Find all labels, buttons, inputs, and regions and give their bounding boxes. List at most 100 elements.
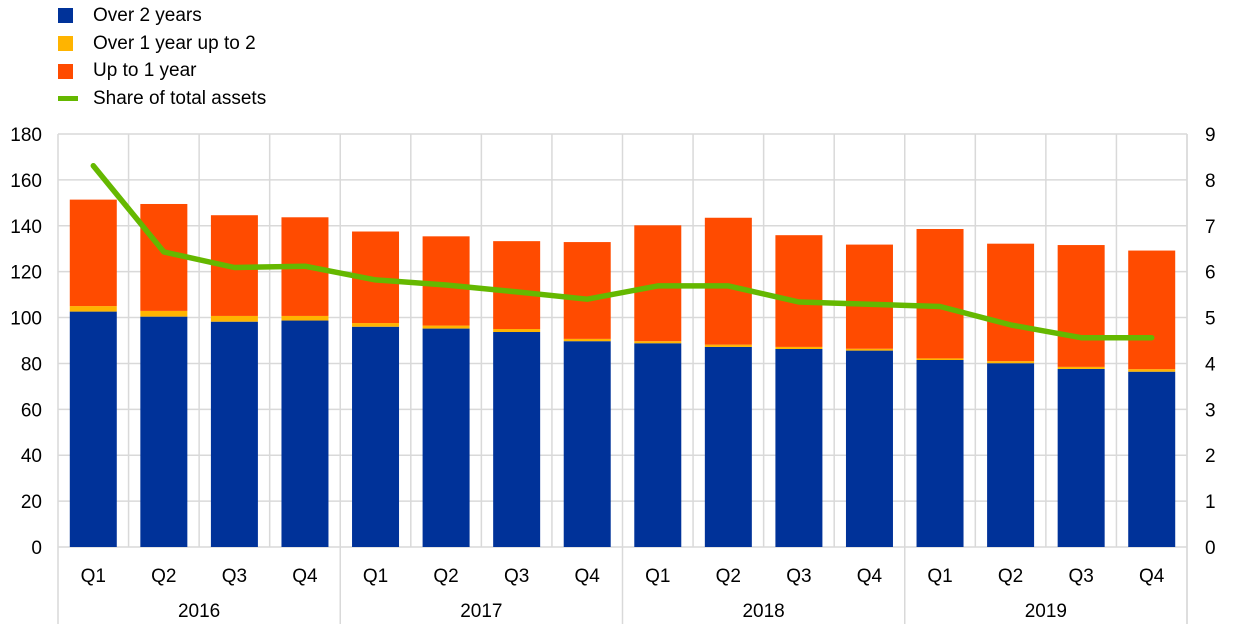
x-tick-label-quarter: Q4 <box>292 566 318 587</box>
legend-item-up-to-1-year: Up to 1 year <box>58 57 266 85</box>
x-tick-label-quarter: Q1 <box>927 566 952 587</box>
bar-over-2-years <box>987 363 1035 547</box>
legend: Over 2 years Over 1 year up to 2 Up to 1… <box>58 2 266 113</box>
y2-tick-label: 9 <box>1205 125 1216 146</box>
bar-over-2-years <box>210 321 258 547</box>
y-tick-label: 60 <box>21 400 42 421</box>
bar-over-2-years <box>1128 371 1176 547</box>
legend-swatch-up-to-1-year <box>58 63 73 79</box>
bar-over-2-years <box>704 346 752 547</box>
bar-up-to-1-year <box>563 242 611 339</box>
line-series <box>90 162 1155 341</box>
y2-tick-label: 1 <box>1205 492 1216 513</box>
y2-tick-label: 0 <box>1205 538 1216 559</box>
bar-over-2-years <box>634 343 682 547</box>
bar-over-1-year-up-to-2 <box>493 329 541 333</box>
legend-label: Share of total assets <box>93 87 267 109</box>
x-tick-label-quarter: Q1 <box>645 566 670 587</box>
legend-swatch-over-2-years <box>58 8 73 24</box>
bar-over-2-years <box>352 326 400 547</box>
bar-over-2-years <box>493 332 541 547</box>
x-tick-label-quarter: Q1 <box>81 566 106 587</box>
bar-up-to-1-year <box>845 244 893 349</box>
y-tick-label: 180 <box>10 125 42 146</box>
bar-up-to-1-year <box>69 199 117 307</box>
legend-label: Up to 1 year <box>93 60 197 82</box>
y2-tick-label: 4 <box>1205 354 1216 375</box>
bar-over-2-years <box>140 316 188 547</box>
bar-over-2-years <box>1057 368 1105 547</box>
bar-over-2-years <box>281 320 329 547</box>
bar-up-to-1-year <box>422 236 470 326</box>
y2-tick-label: 3 <box>1205 400 1216 421</box>
bar-up-to-1-year <box>1128 250 1176 370</box>
x-tick-label-quarter: Q2 <box>998 566 1023 587</box>
y-tick-label: 120 <box>10 263 42 284</box>
bar-over-1-year-up-to-2 <box>140 310 188 317</box>
bar-over-1-year-up-to-2 <box>352 323 400 327</box>
y2-tick-label: 5 <box>1205 309 1216 330</box>
bar-over-1-year-up-to-2 <box>916 358 964 361</box>
bar-over-1-year-up-to-2 <box>69 306 117 312</box>
legend-item-over-1-year-up-to-2: Over 1 year up to 2 <box>58 30 266 58</box>
y-tick-label: 20 <box>21 492 42 513</box>
bar-over-1-year-up-to-2 <box>1057 366 1105 369</box>
x-tick-label-quarter: Q3 <box>222 566 247 587</box>
bar-over-1-year-up-to-2 <box>704 344 752 347</box>
y-tick-label: 140 <box>10 217 42 238</box>
bar-over-2-years <box>916 360 964 547</box>
bar-over-2-years <box>563 341 611 547</box>
x-tick-label-quarter: Q3 <box>786 566 811 587</box>
y2-tick-label: 2 <box>1205 446 1216 467</box>
bar-up-to-1-year <box>775 235 823 347</box>
axes: 0 20 40 60 80 100 120 140 160 180 0 1 2 3 4 5 6 7 8 9 Q1 Q2 Q3… <box>10 125 1216 622</box>
bar-over-1-year-up-to-2 <box>845 348 893 351</box>
x-tick-label-quarter: Q3 <box>504 566 529 587</box>
x-tick-label-year: 2017 <box>460 601 502 622</box>
x-tick-label-quarter: Q4 <box>1139 566 1165 587</box>
line-share-of-total-assets <box>90 162 1155 341</box>
y2-tick-label: 7 <box>1205 217 1216 238</box>
bar-over-1-year-up-to-2 <box>1128 369 1176 372</box>
bar-over-2-years <box>422 328 470 547</box>
y-tick-label: 0 <box>31 538 42 559</box>
y2-tick-label: 6 <box>1205 263 1216 284</box>
bars <box>69 199 1176 547</box>
bar-over-2-years <box>775 348 823 547</box>
bar-up-to-1-year <box>987 243 1035 362</box>
bar-over-1-year-up-to-2 <box>634 341 682 344</box>
legend-item-share-of-total-assets: Share of total assets <box>58 85 266 113</box>
x-tick-label-quarter: Q4 <box>575 566 601 587</box>
x-tick-label-quarter: Q2 <box>433 566 458 587</box>
bar-over-1-year-up-to-2 <box>210 315 258 322</box>
x-tick-label-year: 2019 <box>1025 601 1067 622</box>
y-tick-label: 100 <box>10 309 42 330</box>
y-tick-label: 80 <box>21 354 42 375</box>
x-tick-label-quarter: Q3 <box>1068 566 1093 587</box>
bar-over-2-years <box>845 350 893 547</box>
x-tick-label-quarter: Q2 <box>716 566 741 587</box>
bar-over-1-year-up-to-2 <box>775 346 823 349</box>
bar-up-to-1-year <box>1057 245 1105 367</box>
bar-over-1-year-up-to-2 <box>563 338 611 342</box>
bar-over-1-year-up-to-2 <box>422 325 470 329</box>
legend-label: Over 1 year up to 2 <box>93 32 256 54</box>
legend-swatch-share-of-total-assets <box>58 96 78 102</box>
bar-over-1-year-up-to-2 <box>987 361 1035 364</box>
legend-label: Over 2 years <box>93 4 202 26</box>
y-tick-label: 40 <box>21 446 42 467</box>
bar-up-to-1-year <box>493 241 541 330</box>
bar-over-2-years <box>69 311 117 547</box>
y-tick-label: 160 <box>10 171 42 192</box>
y2-tick-label: 8 <box>1205 171 1216 192</box>
x-tick-label-quarter: Q4 <box>857 566 883 587</box>
legend-swatch-over-1-year-up-to-2 <box>58 36 73 52</box>
legend-item-over-2-years: Over 2 years <box>58 2 266 30</box>
x-tick-label-quarter: Q2 <box>151 566 176 587</box>
bar-over-1-year-up-to-2 <box>281 315 329 321</box>
bar-up-to-1-year <box>916 228 964 359</box>
x-tick-label-quarter: Q1 <box>363 566 388 587</box>
x-tick-label-year: 2016 <box>178 601 220 622</box>
x-tick-label-year: 2018 <box>742 601 784 622</box>
